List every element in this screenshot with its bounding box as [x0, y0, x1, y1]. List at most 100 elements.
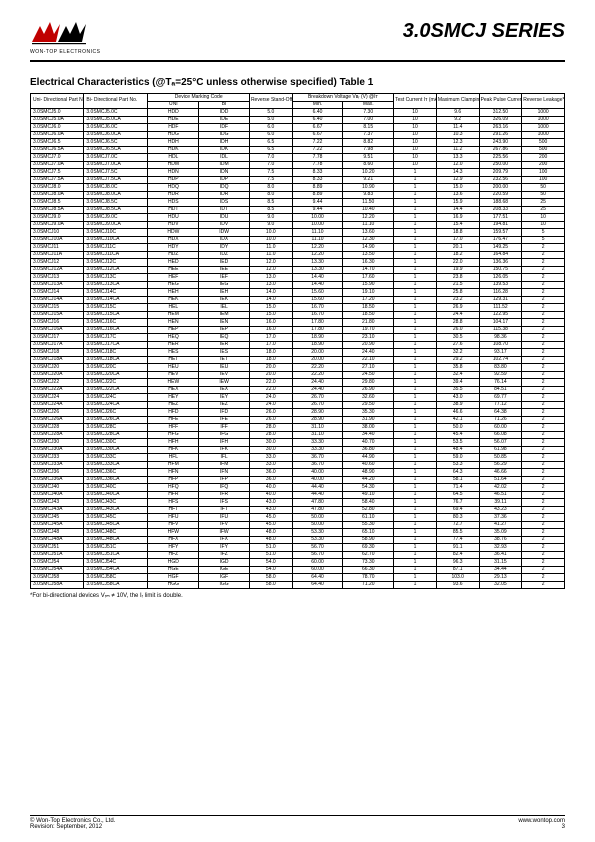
table-cell: IEL: [199, 304, 250, 312]
table-cell: 41.27: [479, 521, 522, 529]
table-cell: 60.00: [292, 566, 343, 574]
table-cell: 3.0SMCJ24CA: [84, 401, 148, 409]
table-cell: 59.0: [436, 454, 479, 462]
table-cell: 3.0SMCJ45A: [31, 521, 84, 529]
table-cell: IEK: [199, 296, 250, 304]
table-cell: 64.40: [292, 581, 343, 589]
th-vbr: Breakdown Voltage Vʙᵣ (V) @Iᴛ: [292, 94, 393, 102]
table-cell: 6.0: [249, 124, 292, 132]
table-cell: 126.05: [479, 274, 522, 282]
table-cell: 2: [522, 259, 565, 267]
table-cell: 60.00: [479, 424, 522, 432]
table-cell: 3.0SMCJ8.0A: [31, 191, 84, 199]
table-cell: 3.0SMCJ9.0C: [84, 214, 148, 222]
table-cell: 2: [522, 289, 565, 297]
table-cell: 38.76: [479, 536, 522, 544]
table-cell: 3.0SMCJ48: [31, 529, 84, 537]
table-cell: 3.0SMCJ16A: [31, 326, 84, 334]
table-cell: 3.0SMCJ11C: [84, 244, 148, 252]
table-cell: 25: [522, 199, 565, 207]
table-cell: IFW: [199, 529, 250, 537]
table-cell: 3.0SMCJ58CA: [84, 581, 148, 589]
table-cell: 12.20: [292, 244, 343, 252]
table-cell: 2: [522, 476, 565, 484]
table-cell: 20.0: [249, 364, 292, 372]
table-cell: HEM: [148, 311, 199, 319]
table-cell: HFS: [148, 499, 199, 507]
table-cell: HEU: [148, 364, 199, 372]
table-cell: 46.51: [479, 491, 522, 499]
table-cell: 3.0SMCJ14A: [31, 296, 84, 304]
table-cell: 21.5: [436, 281, 479, 289]
table-cell: IDD: [199, 109, 250, 117]
table-cell: 10: [522, 221, 565, 229]
table-cell: 19.70: [343, 326, 394, 334]
table-cell: 3.0SMCJ8.5A: [31, 206, 84, 214]
table-cell: 1: [394, 439, 437, 447]
table-cell: 10: [394, 109, 437, 117]
table-cell: 3.0SMCJ28: [31, 424, 84, 432]
table-cell: 87.1: [436, 566, 479, 574]
table-cell: 33.0: [249, 461, 292, 469]
table-cell: 40.0: [249, 484, 292, 492]
table-cell: 62.70: [343, 551, 394, 559]
table-cell: 7.5: [249, 169, 292, 177]
table-cell: 103.0: [436, 574, 479, 582]
table-cell: 2: [522, 529, 565, 537]
table-cell: 250.00: [479, 161, 522, 169]
table-cell: 61.10: [343, 514, 394, 522]
table-cell: HEH: [148, 289, 199, 297]
table-cell: 71.4: [436, 484, 479, 492]
table-cell: HEK: [148, 296, 199, 304]
table-cell: IEF: [199, 274, 250, 282]
th-marking-uni: UNI: [148, 101, 199, 109]
table-cell: 40.60: [343, 461, 394, 469]
table-cell: HFH: [148, 439, 199, 447]
table-cell: 1: [394, 191, 437, 199]
table-cell: 58.0: [249, 581, 292, 589]
table-cell: 10: [394, 139, 437, 147]
table-cell: 3.0SMCJ22A: [31, 386, 84, 394]
table-cell: 24.0: [249, 401, 292, 409]
table-cell: 1: [394, 371, 437, 379]
table-cell: HDG: [148, 131, 199, 139]
th-vbr-max: Max.: [343, 101, 394, 109]
table-cell: 3.0SMCJ17C: [84, 334, 148, 342]
table-cell: 2: [522, 304, 565, 312]
table-cell: 60.00: [292, 559, 343, 567]
table-cell: 43.0: [249, 506, 292, 514]
table-cell: 159.57: [479, 229, 522, 237]
table-cell: HGF: [148, 574, 199, 582]
table-cell: 7.37: [343, 131, 394, 139]
table-cell: IFG: [199, 431, 250, 439]
table-cell: 24.0: [249, 394, 292, 402]
table-cell: 9.6: [436, 109, 479, 117]
table-cell: IEG: [199, 281, 250, 289]
table-cell: 3.0SMCJ11CA: [84, 251, 148, 259]
table-cell: 7.0: [249, 154, 292, 162]
table-cell: 33.30: [292, 439, 343, 447]
table-row: 3.0SMCJ9.0A3.0SMCJ9.0CAHDVIDV9.010.0011.…: [31, 221, 565, 229]
table-row: 3.0SMCJ17A3.0SMCJ17CAHERIER17.018.9020.9…: [31, 341, 565, 349]
table-cell: 8.89: [292, 191, 343, 199]
table-cell: 36.80: [343, 446, 394, 454]
table-cell: 7.78: [292, 161, 343, 169]
table-cell: 69.30: [343, 544, 394, 552]
table-row: 3.0SMCJ8.03.0SMCJ8.0CHDQIDQ8.08.8910.901…: [31, 184, 565, 192]
table-cell: 64.38: [479, 409, 522, 417]
table-row: 3.0SMCJ24A3.0SMCJ24CAHEZIEZ24.026.7029.5…: [31, 401, 565, 409]
table-cell: 82.4: [436, 551, 479, 559]
table-cell: 10: [522, 214, 565, 222]
table-cell: 1: [394, 461, 437, 469]
table-cell: 18.0: [249, 349, 292, 357]
table-cell: 13.0: [249, 274, 292, 282]
table-cell: 3.0SMCJ24C: [84, 394, 148, 402]
th-marking: Device Marking Code: [148, 94, 249, 102]
table-cell: HES: [148, 349, 199, 357]
table-cell: 115.38: [479, 326, 522, 334]
table-cell: 2: [522, 506, 565, 514]
table-cell: 29.50: [343, 401, 394, 409]
table-cell: 16.0: [249, 326, 292, 334]
table-row: 3.0SMCJ173.0SMCJ17CHEQIEQ17.018.9023.101…: [31, 334, 565, 342]
table-cell: 3.0SMCJ40CA: [84, 491, 148, 499]
